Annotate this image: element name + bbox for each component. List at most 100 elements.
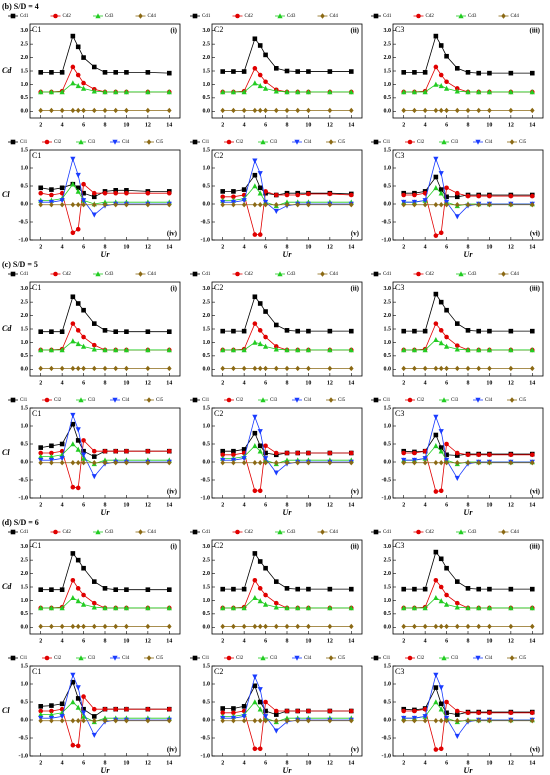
data-point [257,429,263,435]
data-point [257,340,263,347]
legend-label: Cl1 [383,140,391,145]
data-point [70,421,76,427]
y-tick-label: 0.0 [203,625,211,631]
x-tick-label: 12 [145,122,151,128]
x-tick-label: 14 [348,244,354,250]
data-point [48,711,55,717]
panel-label: C2 [214,667,223,676]
data-point [231,586,236,592]
data-point [81,448,86,454]
data-point [75,365,81,372]
data-point [81,623,86,630]
x-tick-label: 14 [348,760,354,766]
data-point [252,66,258,71]
data-point [49,718,54,724]
data-point [91,190,97,196]
legend-label: Cl2 [54,398,62,403]
data-point [529,586,535,592]
data-point [438,598,444,604]
data-point [113,605,119,611]
data-point [49,365,54,372]
legend-marker [294,139,300,145]
data-point [123,347,130,353]
x-tick-label: 2 [39,244,42,250]
data-point [348,586,354,592]
legend-label: Cd2 [426,272,435,277]
data-point [257,171,263,177]
data-point [252,718,258,724]
data-point [91,342,97,348]
data-point [422,365,428,372]
y-tick-label: 0.0 [384,109,392,115]
data-point [220,718,226,724]
y-tick-label: 0.5 [21,353,29,359]
y-tick-label: 1.0 [203,82,211,88]
x-tick-label: 14 [348,122,354,128]
series-line [403,293,533,332]
data-point [444,718,449,724]
legend-marker [373,397,379,403]
x-tick-label: 8 [467,502,470,508]
series-line [40,35,170,74]
data-point [438,328,444,333]
x-tick-label: 10 [123,244,129,250]
data-point [102,605,108,611]
series-line [403,579,533,609]
data-point [273,107,279,114]
x-tick-label: 14 [348,380,354,386]
y-tick-label: 0.0 [21,201,29,207]
data-point [438,706,444,712]
y-tick-label: -0.5 [19,219,29,225]
legend-marker [501,529,506,535]
data-point [102,107,108,114]
data-point [327,202,333,208]
x-tick-label: 2 [221,122,224,128]
x-tick-label: 8 [104,380,107,386]
data-point [433,432,439,438]
data-point [80,198,87,204]
panel-tag: (vi) [530,488,541,496]
legend-label: Cl5 [156,140,164,145]
data-point [70,623,76,630]
legend-label: Cl2 [236,398,244,403]
data-point [306,708,311,714]
data-point [433,202,439,208]
data-point [49,443,54,449]
x-tick-label: 2 [39,502,42,508]
legend-label: Cl4 [304,140,312,145]
legend-marker [294,655,300,661]
x-tick-label: 12 [145,244,151,250]
data-point [166,706,172,712]
x-tick-label: 14 [166,760,172,766]
y-tick-label: 0.0 [384,717,392,723]
x-tick-label: 8 [286,122,289,128]
data-point [508,365,514,372]
panel-tag: (i) [170,285,177,293]
series-line [222,322,352,351]
data-point [91,623,97,630]
x-tick-label: 12 [145,760,151,766]
data-point [438,202,444,208]
data-point [295,69,301,74]
data-point [433,33,439,39]
y-tick-label: -1.0 [19,495,29,501]
legend-label: Cl2 [417,656,425,661]
y-tick-label: 1.0 [203,165,211,171]
legend-marker [10,139,16,145]
legend-label: Cd4 [330,272,339,277]
panel-label: C1 [32,151,41,160]
y-tick-label: -1.0 [201,753,211,759]
data-point [433,460,439,466]
data-point [70,338,76,344]
data-point [38,587,44,592]
data-point [327,365,333,372]
data-point [306,202,311,208]
data-point [257,107,263,114]
y-tick-label: 1.0 [384,82,392,88]
x-tick-label: 6 [82,760,85,766]
data-point [438,107,444,114]
data-point [465,107,471,114]
x-tick-label: 10 [305,122,311,128]
data-point [81,592,86,598]
